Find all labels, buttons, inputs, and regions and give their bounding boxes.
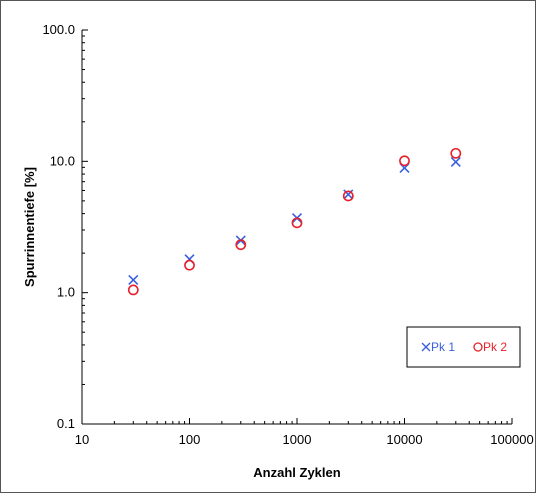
y-tick-label: 100.0 bbox=[42, 22, 75, 37]
data-point-series-2 bbox=[235, 239, 247, 251]
legend: Pk 1 Pk 2 bbox=[406, 326, 521, 368]
y-tick-label: 1.0 bbox=[57, 285, 75, 300]
y-axis-title: Spurrinnentiefe [%] bbox=[22, 167, 37, 287]
legend-marker-circle-icon bbox=[473, 342, 483, 352]
data-point-series-1 bbox=[343, 189, 354, 200]
data-point-series-2 bbox=[184, 259, 195, 271]
x-tick-label: 100000 bbox=[490, 432, 533, 447]
x-tick-label: 10 bbox=[75, 432, 89, 447]
data-point-series-1 bbox=[450, 156, 461, 167]
x-tick-label: 1000 bbox=[283, 432, 312, 447]
data-points bbox=[127, 147, 462, 296]
data-point-series-2 bbox=[399, 155, 410, 167]
tick-labels: 10 100 1000 10000 100000 0.1 1.0 10.0 100.0 bbox=[42, 22, 533, 447]
y-tick-label: 0.1 bbox=[57, 416, 75, 431]
y-tick-label: 10.0 bbox=[50, 153, 75, 168]
x-tick-label: 10000 bbox=[386, 432, 422, 447]
data-point-series-2 bbox=[127, 284, 139, 296]
data-point-series-1 bbox=[128, 274, 139, 286]
x-axis-title: Anzahl Zyklen bbox=[253, 465, 340, 480]
x-tick-label: 100 bbox=[179, 432, 201, 447]
data-point-series-2 bbox=[342, 190, 354, 202]
ticks bbox=[81, 29, 513, 425]
legend-label-series-1: Pk 1 bbox=[431, 340, 455, 354]
data-point-series-2 bbox=[450, 147, 462, 159]
data-point-series-2 bbox=[291, 217, 303, 229]
legend-marker-x-icon bbox=[421, 342, 431, 352]
legend-label-series-2: Pk 2 bbox=[483, 340, 507, 354]
